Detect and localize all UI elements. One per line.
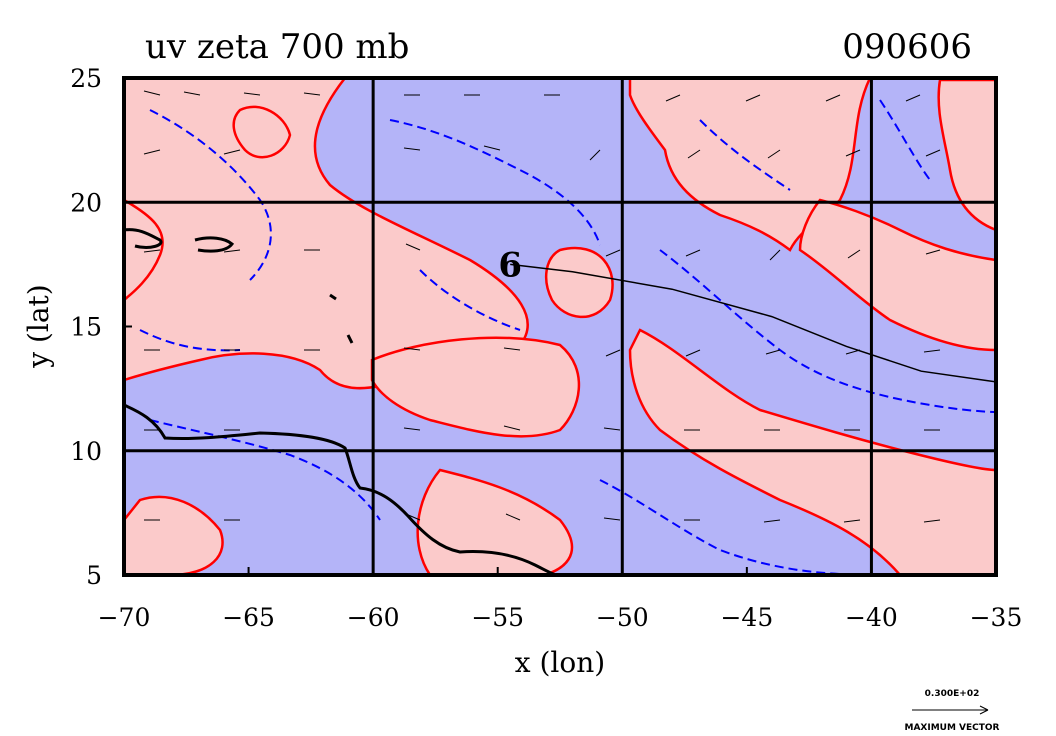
x-tick-label: −50 (596, 603, 649, 632)
coastlines (124, 228, 557, 575)
x-ticks: −70 −65 −60 −55 −50 −45 −40 −35 (98, 567, 1023, 632)
y-tick-label: 10 (70, 437, 102, 466)
y-tick-label: 5 (86, 561, 102, 590)
x-tick-label: −65 (222, 603, 275, 632)
reference-vector-value: 0.300E+02 (925, 689, 980, 699)
x-tick-label: −60 (347, 603, 400, 632)
x-axis-label: x (lon) (515, 646, 605, 679)
reference-vector-caption: MAXIMUM VECTOR (904, 723, 999, 733)
x-tick-label: −45 (720, 603, 773, 632)
y-ticks: 5 10 15 20 25 (70, 64, 132, 590)
date-label: 090606 (842, 27, 972, 67)
reference-vector: 0.300E+02 MAXIMUM VECTOR (904, 689, 999, 733)
positive-vorticity-regions (124, 78, 996, 575)
x-tick-label: −70 (98, 603, 151, 632)
chart-title: uv zeta 700 mb (145, 27, 409, 67)
storm-track (510, 263, 996, 383)
y-tick-label: 25 (70, 64, 102, 93)
y-tick-label: 20 (70, 188, 102, 217)
reference-vector-arrowhead (979, 705, 989, 715)
x-tick-label: −55 (471, 603, 524, 632)
y-axis-label: y (lat) (22, 284, 55, 368)
gridlines (124, 78, 996, 575)
x-tick-label: −35 (970, 603, 1023, 632)
x-tick-label: −40 (845, 603, 898, 632)
wind-vectors (143, 90, 941, 523)
storm-symbol: 6 (498, 245, 522, 285)
y-tick-label: 15 (70, 313, 102, 342)
